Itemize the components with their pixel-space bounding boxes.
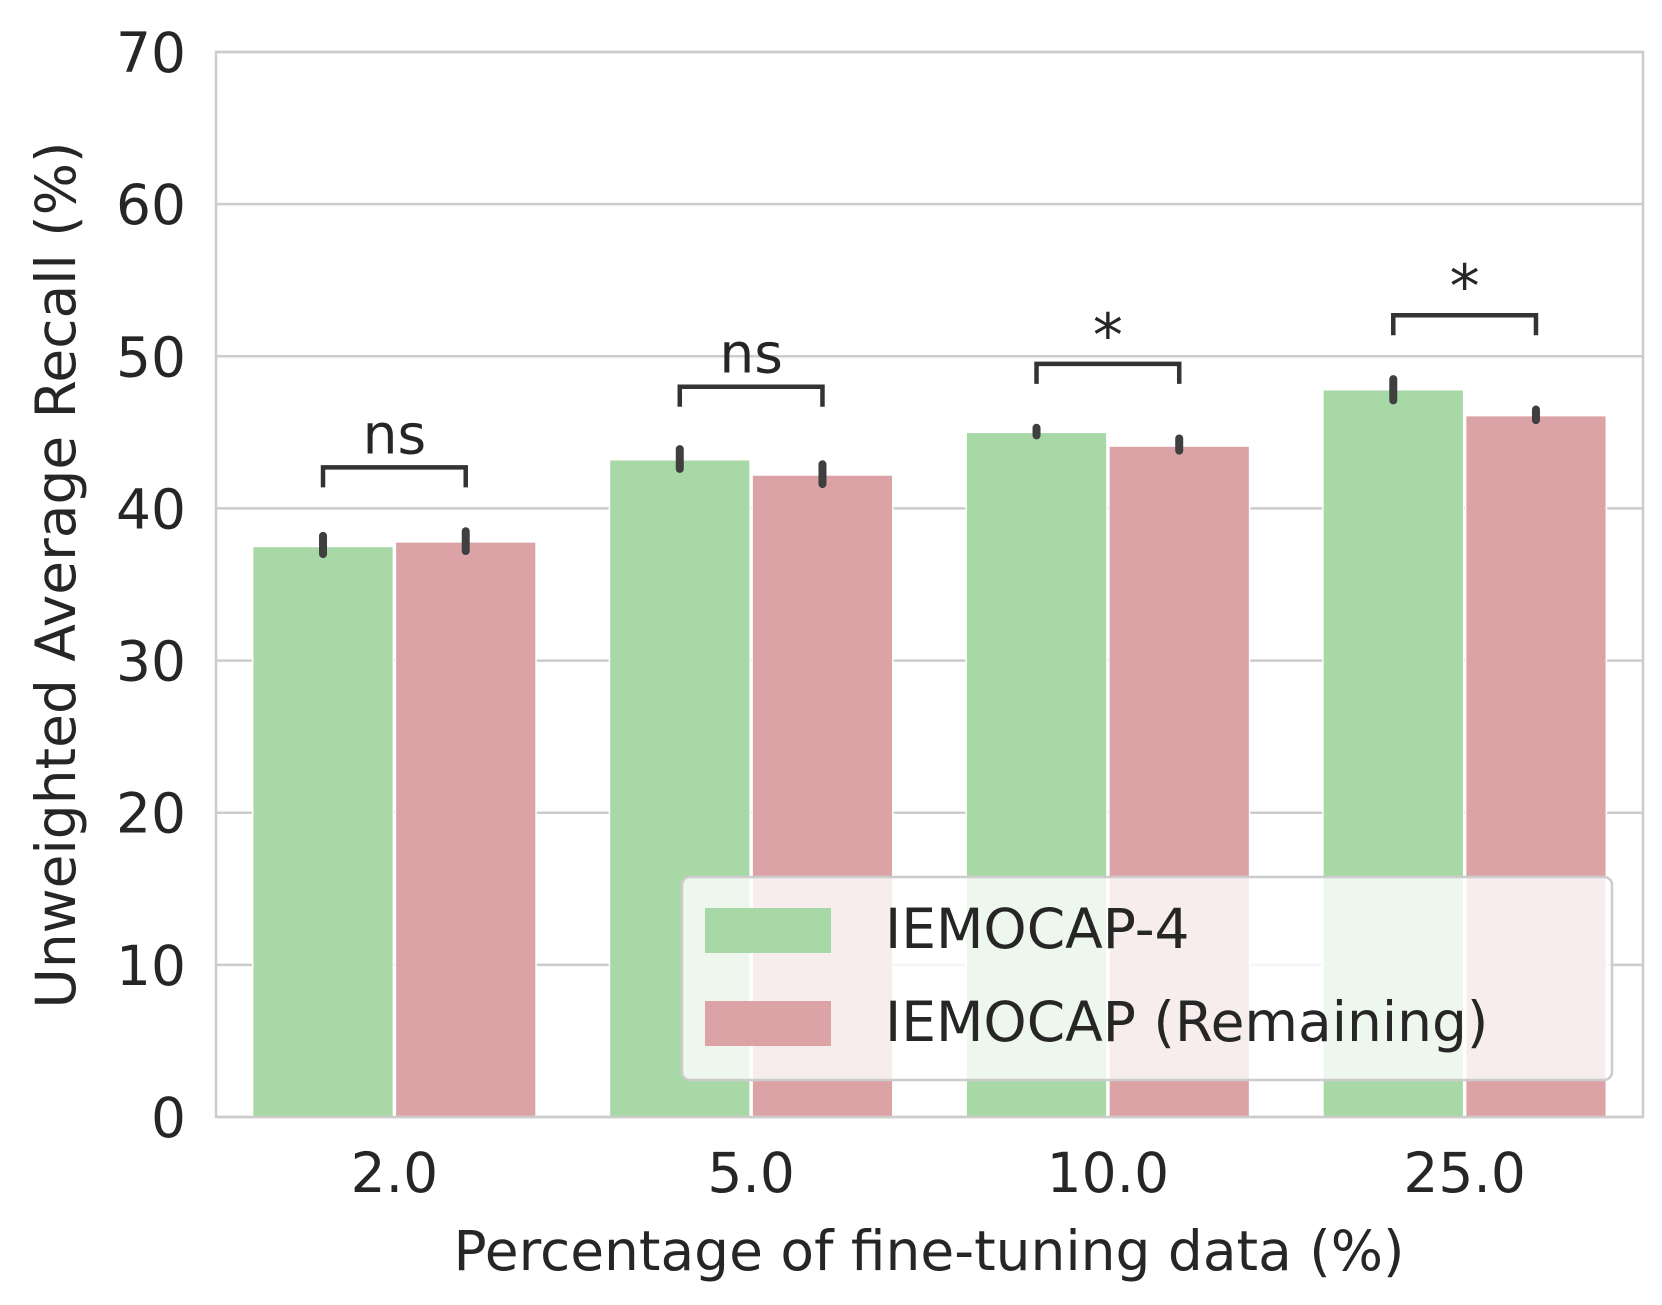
significance-label-2.0: ns <box>363 402 427 466</box>
y-tick-label-0: 0 <box>151 1086 186 1150</box>
y-tick-label-70: 70 <box>116 21 186 85</box>
legend: IEMOCAP-4 IEMOCAP (Remaining) <box>680 875 1614 1082</box>
legend-box <box>680 875 1614 1082</box>
significance-annotations: ns ns * * <box>320 252 1539 488</box>
legend-swatch-iemocap-remaining <box>705 1001 831 1046</box>
y-tick-labels: 0 10 20 30 40 50 60 70 <box>116 21 186 1150</box>
y-tick-label-60: 60 <box>116 173 186 237</box>
significance-bracket-25.0 <box>1391 312 1539 336</box>
significance-bracket-5.0 <box>677 384 825 407</box>
y-axis-label: Unweighted Average Recall (%) <box>24 142 88 1009</box>
x-tick-labels: 2.0 5.0 10.0 25.0 <box>351 1141 1526 1205</box>
x-tick-label-2.0: 2.0 <box>351 1141 438 1205</box>
y-tick-label-30: 30 <box>116 630 186 694</box>
y-tick-label-50: 50 <box>116 325 186 389</box>
x-tick-label-5.0: 5.0 <box>707 1141 794 1205</box>
x-axis-label: Percentage of fine-tuning data (%) <box>454 1219 1405 1283</box>
significance-label-10.0: * <box>1093 301 1123 371</box>
legend-label-iemocap-remaining: IEMOCAP (Remaining) <box>885 990 1488 1054</box>
legend-label-iemocap-4: IEMOCAP-4 <box>885 897 1190 961</box>
x-tick-label-10.0: 10.0 <box>1047 1141 1169 1205</box>
significance-bracket-10.0 <box>1034 361 1182 384</box>
bar-iemocap-4-2.0 <box>251 545 395 1118</box>
error-bars <box>319 375 1540 559</box>
bar-iemocap-remaining--2.0 <box>394 541 537 1118</box>
y-tick-label-10: 10 <box>116 934 186 998</box>
significance-label-25.0: * <box>1450 252 1480 322</box>
significance-bracket-2.0 <box>320 465 468 488</box>
significance-label-5.0: ns <box>719 322 783 386</box>
plot-frame <box>214 50 1645 1119</box>
y-tick-label-40: 40 <box>116 477 186 541</box>
y-tick-label-20: 20 <box>116 782 186 846</box>
x-tick-label-25.0: 25.0 <box>1403 1141 1525 1205</box>
legend-swatch-iemocap-4 <box>705 908 831 953</box>
